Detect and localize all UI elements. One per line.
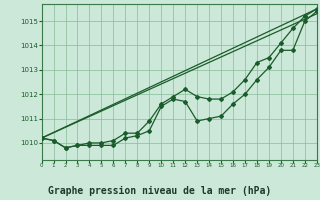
Text: Graphe pression niveau de la mer (hPa): Graphe pression niveau de la mer (hPa)	[48, 186, 272, 196]
